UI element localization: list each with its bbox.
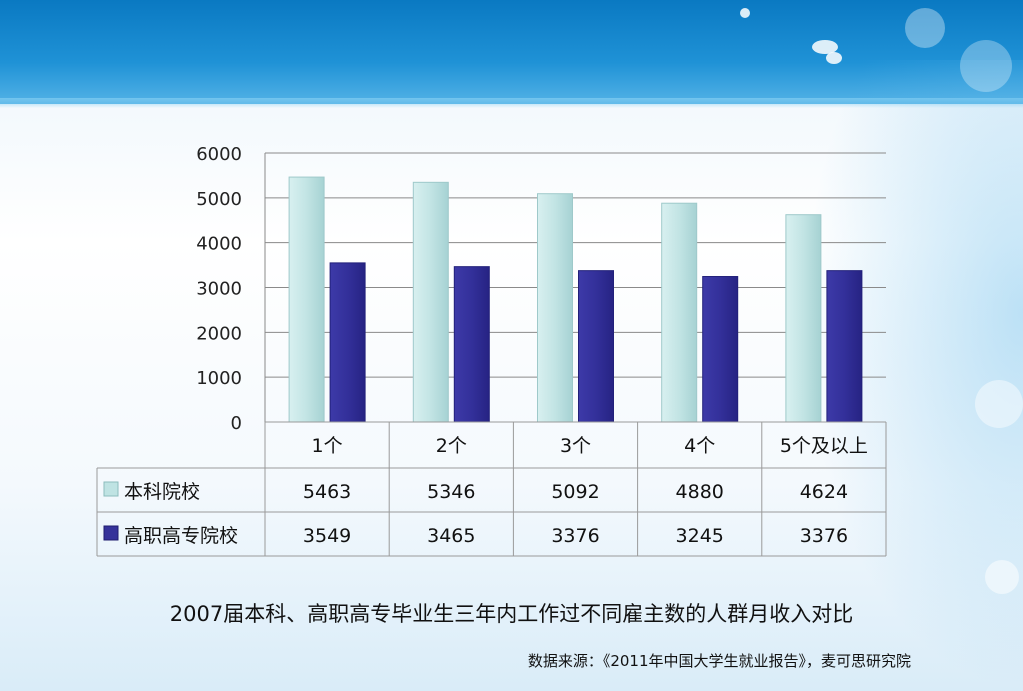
y-axis-ticks: 0 1000 2000 3000 4000 5000 6000 bbox=[196, 144, 242, 434]
table-cell-value: 3549 bbox=[303, 525, 351, 547]
chart-caption: 2007届本科、高职高专毕业生三年内工作过不同雇主数的人群月收入对比 bbox=[169, 602, 854, 626]
category-label: 2个 bbox=[436, 435, 467, 457]
decorative-bubble bbox=[826, 52, 842, 64]
bar-series-1 bbox=[412, 181, 449, 423]
y-tick-label: 1000 bbox=[196, 368, 242, 389]
table-cell-value: 4624 bbox=[800, 481, 848, 503]
bar-series-2 bbox=[702, 276, 739, 423]
y-tick-label: 3000 bbox=[196, 279, 242, 300]
bar-series-1 bbox=[661, 202, 698, 423]
table-cell-value: 3245 bbox=[676, 525, 724, 547]
bar-series-1 bbox=[288, 176, 325, 423]
y-tick-label: 0 bbox=[231, 413, 242, 434]
table-cell-value: 4880 bbox=[676, 481, 724, 503]
decorative-bubble bbox=[985, 560, 1019, 594]
bar-series-2 bbox=[826, 270, 863, 423]
decorative-bubble bbox=[812, 40, 838, 54]
bar-series-1 bbox=[537, 193, 573, 423]
table-cell-value: 3376 bbox=[551, 525, 599, 547]
decorative-bubble bbox=[740, 8, 750, 18]
legend-swatch bbox=[103, 481, 119, 497]
decorative-bubble bbox=[975, 380, 1023, 428]
decorative-bubble bbox=[905, 8, 945, 48]
category-label: 3个 bbox=[560, 435, 591, 457]
category-label: 4个 bbox=[684, 435, 715, 457]
legend-label: 高职高专院校 bbox=[124, 525, 238, 547]
decorative-bubble bbox=[960, 40, 1012, 92]
y-tick-label: 6000 bbox=[196, 144, 242, 165]
table-cell-value: 5092 bbox=[551, 481, 599, 503]
bar-series-2 bbox=[453, 266, 490, 423]
header-band-edge bbox=[0, 98, 1023, 108]
bar-series-2 bbox=[578, 270, 614, 423]
category-label: 5个及以上 bbox=[780, 435, 868, 457]
data-source: 数据来源：《2011年中国大学生就业报告》，麦可思研究院 bbox=[527, 652, 911, 670]
table-cell-value: 3465 bbox=[427, 525, 475, 547]
legend-swatch bbox=[103, 525, 119, 541]
y-tick-label: 4000 bbox=[196, 234, 242, 255]
bar-series-1 bbox=[785, 214, 822, 423]
table-cell-value: 3376 bbox=[800, 525, 848, 547]
bars bbox=[288, 176, 863, 423]
header-band bbox=[0, 0, 1023, 104]
y-tick-label: 2000 bbox=[196, 323, 242, 344]
category-label: 1个 bbox=[312, 435, 343, 457]
table-cell-value: 5346 bbox=[427, 481, 475, 503]
legend-label: 本科院校 bbox=[124, 481, 200, 503]
bar-series-2 bbox=[329, 262, 366, 423]
table-cell-value: 5463 bbox=[303, 481, 351, 503]
y-tick-label: 5000 bbox=[196, 189, 242, 210]
